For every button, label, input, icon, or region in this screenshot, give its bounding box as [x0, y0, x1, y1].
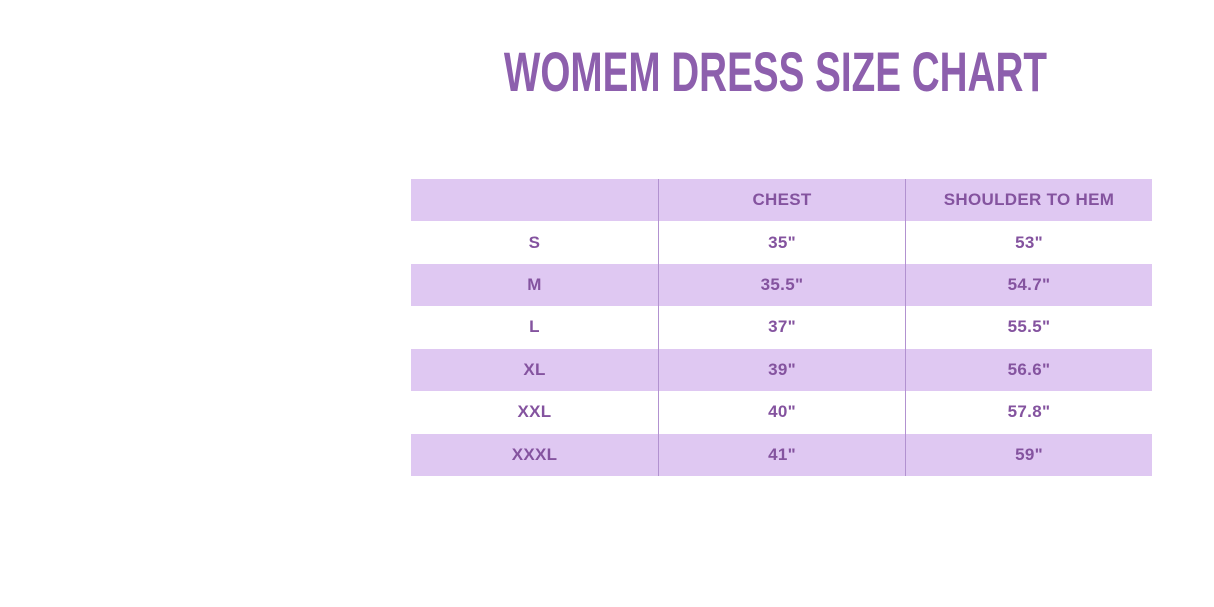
shoulder-to-hem-cell: 57.8" [905, 391, 1152, 434]
chest-cell: 35.5" [658, 263, 905, 307]
shoulder-to-hem-cell: 59" [905, 433, 1152, 476]
size-cell: S [528, 232, 541, 252]
shoulder-to-hem-cell: 56.6" [905, 348, 1152, 392]
size-table: CHEST SHOULDER TO HEM S 35" 53" M 35.5" … [411, 179, 1152, 476]
size-cell: XXL [517, 402, 552, 422]
shoulder-to-hem-cell: 53" [905, 221, 1152, 264]
table-row: M 35.5" 54.7" [411, 263, 1152, 307]
size-cell: M [527, 275, 542, 295]
table-header-row: CHEST SHOULDER TO HEM [411, 179, 1152, 222]
chest-cell: 35" [658, 221, 905, 264]
header-size [411, 179, 658, 221]
table-row: XXXL 41" 59" [411, 433, 1152, 476]
shoulder-to-hem-cell: 54.7" [905, 263, 1152, 307]
table-row: S 35" 53" [411, 221, 1152, 264]
header-shoulder-to-hem: SHOULDER TO HEM [905, 179, 1152, 222]
chest-cell: 41" [658, 433, 905, 476]
chest-cell: 37" [658, 306, 905, 349]
shoulder-to-hem-cell: 55.5" [905, 306, 1152, 349]
size-cell: XXXL [511, 444, 558, 464]
size-cell: XL [523, 359, 546, 379]
size-cell: L [529, 317, 540, 337]
table-row: XXL 40" 57.8" [411, 391, 1152, 434]
chest-cell: 40" [658, 391, 905, 434]
chest-cell: 39" [658, 348, 905, 392]
table-row: L 37" 55.5" [411, 306, 1152, 349]
table-row: XL 39" 56.6" [411, 348, 1152, 392]
header-chest: CHEST [658, 179, 905, 222]
page-title: WOMEM DRESS SIZE CHART [503, 40, 1047, 103]
